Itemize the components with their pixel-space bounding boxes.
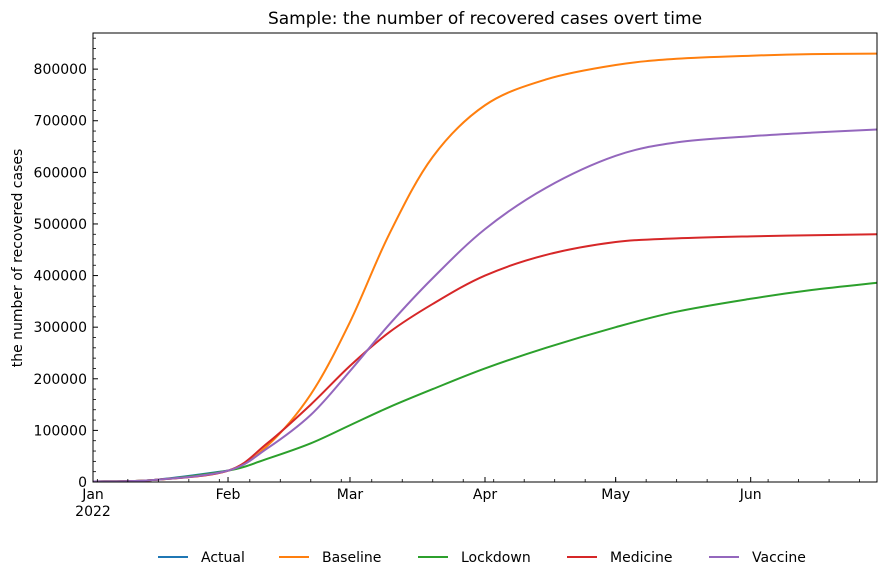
series-line-lockdown <box>92 281 878 483</box>
legend-label-actual: Actual <box>201 550 245 566</box>
series-line-medicine <box>92 233 878 483</box>
chart-title: Sample: the number of recovered cases ov… <box>268 9 702 29</box>
legend-label-lockdown: Lockdown <box>461 550 531 566</box>
x-tick-label: Feb <box>216 487 241 503</box>
legend-label-vaccine: Vaccine <box>752 550 806 566</box>
x-tick-label: May <box>601 487 630 503</box>
y-tick-label: 300000 <box>34 320 87 336</box>
y-tick-label: 700000 <box>34 114 87 130</box>
series-line-baseline <box>92 52 878 483</box>
y-tick-label: 500000 <box>34 217 87 233</box>
x-tick-label: Mar <box>337 487 364 503</box>
legend: Actual Baseline Lockdown Medicine Vaccine <box>158 550 806 566</box>
x-year-label: 2022 <box>75 504 111 520</box>
series-line-vaccine <box>92 128 878 483</box>
legend-label-medicine: Medicine <box>610 550 673 566</box>
y-axis-label: the number of recovered cases <box>10 149 26 368</box>
y-axis: 0 100000 200000 300000 400000 500000 600000 700… <box>34 37 98 491</box>
legend-label-baseline: Baseline <box>322 550 381 566</box>
x-tick-label: Apr <box>473 487 497 503</box>
plot-frame <box>92 32 878 483</box>
x-axis: Jan Feb Mar Apr May Jun <box>81 477 860 503</box>
y-tick-label: 800000 <box>34 62 87 78</box>
y-tick-label: 200000 <box>34 372 87 388</box>
y-tick-label: 600000 <box>34 165 87 181</box>
y-tick-label: 100000 <box>34 423 87 439</box>
x-tick-label: Jan <box>81 487 104 503</box>
plot-area <box>92 52 878 483</box>
y-tick-label: 400000 <box>34 269 87 285</box>
y-tick-label: 0 <box>78 475 87 491</box>
x-tick-label: Jun <box>739 487 762 503</box>
